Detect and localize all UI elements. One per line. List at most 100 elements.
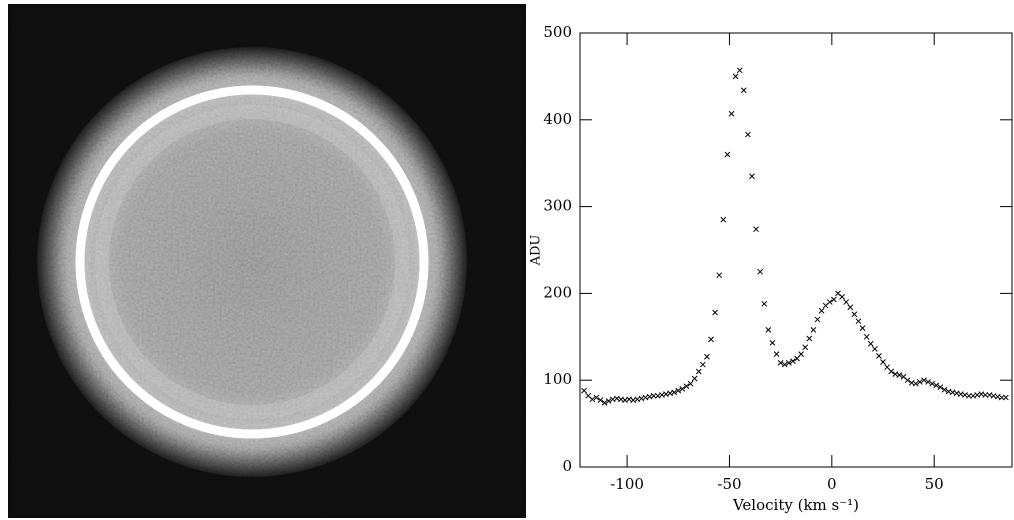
y-tick-label: 0 [562,457,572,475]
cross-marker [740,87,747,94]
cross-stroke [814,316,821,323]
cross-stroke [757,268,764,275]
cross-marker [917,379,923,385]
cross-marker [859,325,866,331]
cross-stroke [736,67,743,74]
cross-marker [745,131,751,138]
cross-stroke [638,395,645,402]
cross-stroke [818,307,825,314]
cross-marker [769,340,776,346]
cross-stroke [634,396,641,403]
cross-marker [806,335,813,342]
cross-marker [777,359,784,366]
cross-marker [851,311,858,318]
y-axis-label: ADU [529,235,544,267]
cross-stroke [675,387,682,394]
cross-marker [818,307,825,314]
cross-stroke [794,355,800,362]
cross-marker [720,216,727,223]
cross-stroke [708,336,714,343]
cross-marker [785,359,792,366]
cross-stroke [601,399,608,406]
cross-marker [687,380,694,387]
cross-stroke [806,335,813,342]
cross-stroke [912,380,919,387]
cross-marker [888,368,895,375]
cross-marker [724,151,731,158]
cross-marker [941,386,948,393]
cross-stroke [740,87,747,94]
cross-stroke [839,294,845,300]
cross-stroke [683,383,690,390]
cross-stroke [831,296,837,303]
cross-marker [679,386,686,392]
cross-stroke [630,397,637,404]
cross-marker [810,327,817,333]
cross-marker [929,380,936,387]
cross-marker [1003,394,1009,401]
cross-marker [896,372,903,378]
cross-stroke [695,368,702,375]
cross-marker [814,316,821,323]
cross-stroke [581,387,587,394]
cross-marker [708,336,714,343]
cross-stroke [679,386,686,392]
cross-stroke [609,396,616,403]
cross-marker [855,318,862,325]
cross-stroke [716,272,723,279]
cross-stroke [765,327,772,333]
cross-stroke [650,392,657,399]
cross-stroke [781,361,788,368]
cross-marker [650,392,657,399]
cross-marker [691,375,698,382]
cross-stroke [605,398,612,404]
cross-marker [843,299,850,305]
cross-marker [597,397,604,404]
cross-stroke [863,333,870,340]
cross-stroke [753,226,759,233]
cross-stroke [982,392,989,398]
cross-stroke [847,304,854,311]
cross-marker [998,394,1005,401]
cross-marker [921,377,927,384]
cross-marker [925,379,931,385]
cross-stroke [589,396,596,403]
cross-stroke [859,325,866,331]
cross-marker [798,351,804,358]
cross-stroke [622,397,628,404]
cross-marker [704,353,710,360]
cross-stroke [724,151,731,158]
cross-marker [716,272,723,279]
cross-stroke [851,311,858,318]
cross-marker [802,344,809,351]
cross-stroke [642,394,649,401]
cross-marker [871,346,878,352]
cross-stroke [925,379,931,385]
cross-stroke [585,392,592,399]
cross-stroke [593,394,600,401]
cross-stroke [896,372,903,378]
cross-marker [773,351,780,358]
y-tick-label: 500 [543,23,572,41]
cross-stroke [785,359,792,366]
cross-stroke [826,299,833,305]
cross-marker [884,364,890,371]
x-tick-label: 50 [925,475,944,493]
cross-marker [671,389,678,396]
cross-marker [589,396,596,403]
cross-stroke [904,377,911,384]
cross-stroke [867,340,874,347]
cross-stroke [900,373,907,380]
cross-marker [826,299,833,305]
cross-marker [605,398,612,404]
cross-marker [757,268,764,275]
cross-marker [847,304,854,311]
cross-stroke [720,216,727,223]
cross-marker [880,359,886,365]
cross-marker [982,392,989,398]
cross-stroke [921,377,927,384]
cross-stroke [843,299,850,305]
cross-stroke [704,353,710,360]
cross-marker [736,67,743,74]
cross-marker [728,110,735,117]
